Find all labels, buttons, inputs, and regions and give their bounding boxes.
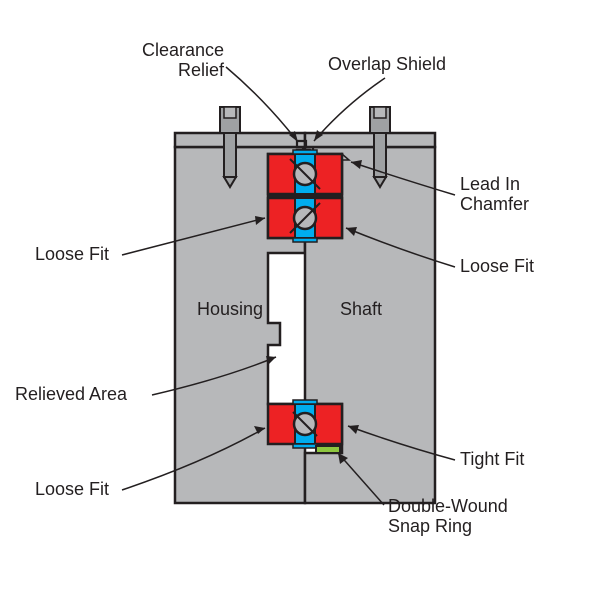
bolt-left [220, 107, 240, 187]
svg-text:Clearance: Clearance [142, 40, 224, 60]
svg-text:Chamfer: Chamfer [460, 194, 529, 214]
upper-bearing-top-cap [293, 150, 317, 154]
lower-bearing [268, 404, 342, 444]
shaft-top-plate [305, 133, 435, 147]
upper-bearing-1 [268, 154, 342, 194]
snap-ring [316, 446, 340, 453]
lower-bearing-top-cap [293, 400, 317, 404]
svg-text:Overlap Shield: Overlap Shield [328, 54, 446, 74]
upper-bearing-2 [268, 198, 342, 238]
svg-text:Snap Ring: Snap Ring [388, 516, 472, 536]
svg-text:Relief: Relief [178, 60, 225, 80]
housing-label: Housing [197, 299, 263, 319]
bearing-diagram: Housing Shaft Clearance Relief Overlap S… [0, 0, 600, 600]
svg-text:Loose Fit: Loose Fit [460, 256, 534, 276]
bolt-right [370, 107, 390, 187]
svg-text:Double-Wound: Double-Wound [388, 496, 508, 516]
svg-text:Tight Fit: Tight Fit [460, 449, 524, 469]
upper-bearing-bot-cap [293, 238, 317, 242]
lower-bearing-bot-cap [293, 444, 317, 448]
housing-top-plate [175, 133, 305, 147]
svg-text:Loose Fit: Loose Fit [35, 479, 109, 499]
shaft-label: Shaft [340, 299, 382, 319]
svg-text:Relieved Area: Relieved Area [15, 384, 128, 404]
svg-text:Lead In: Lead In [460, 174, 520, 194]
svg-text:Loose Fit: Loose Fit [35, 244, 109, 264]
